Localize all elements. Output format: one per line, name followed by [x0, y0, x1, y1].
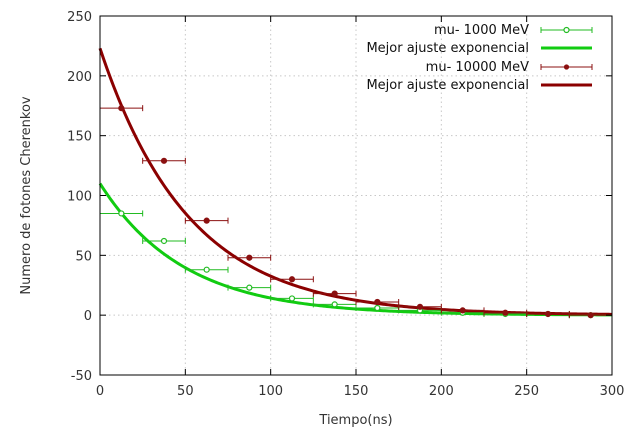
point-marker	[374, 298, 381, 306]
point-layer	[99, 105, 613, 319]
x-tick-label: 0	[96, 384, 104, 399]
point-marker	[118, 210, 125, 217]
data-point	[440, 307, 485, 314]
y-tick-label: 200	[67, 70, 92, 85]
y-tick-label: 250	[67, 10, 92, 25]
data-point	[227, 254, 272, 261]
x-axis-title: Tiempo(ns)	[318, 413, 392, 428]
point-marker	[416, 303, 424, 310]
x-tick-label: 100	[258, 384, 283, 399]
point-marker	[160, 237, 168, 245]
point-marker	[331, 301, 338, 308]
point-marker	[203, 266, 210, 273]
point-marker	[587, 312, 594, 319]
legend-label: mu- 10000 MeV	[426, 60, 529, 75]
point-marker	[203, 217, 210, 224]
x-tick-label: 250	[514, 384, 539, 399]
y-tick-label: 150	[67, 130, 92, 145]
data-point	[270, 276, 314, 283]
legend-marker	[563, 64, 570, 70]
legend-entry: Mejor ajuste exponencial	[366, 78, 592, 93]
legend-marker	[563, 26, 570, 34]
data-point	[355, 298, 400, 306]
data-point	[355, 304, 400, 312]
point-marker	[544, 310, 552, 318]
y-axis-title: Numero de fotones Cherenkov	[19, 96, 34, 295]
legend-entry: Mejor ajuste exponencial	[366, 41, 592, 56]
data-point	[142, 157, 186, 164]
data-point	[184, 217, 229, 224]
tick-layer: 0 50 100 150 200 250 300 -50 0 50 100 150 200 250	[67, 10, 624, 399]
data-point	[227, 284, 272, 291]
point-marker	[246, 254, 253, 261]
point-marker	[288, 276, 296, 283]
y-tick-label: 100	[67, 190, 92, 205]
y-tick-label: -50	[71, 369, 92, 384]
data-point	[142, 237, 186, 245]
legend-label: Mejor ajuste exponencial	[366, 78, 529, 93]
data-point	[270, 295, 314, 302]
data-point	[99, 105, 144, 112]
point-marker	[459, 307, 466, 314]
y-tick-label: 50	[75, 249, 92, 264]
data-point	[99, 210, 144, 217]
data-point	[568, 312, 613, 319]
x-tick-label: 50	[177, 384, 194, 399]
legend-label: mu- 1000 MeV	[434, 23, 529, 38]
legend: mu- 1000 MeV Mejor ajuste exponencial mu- …	[366, 23, 593, 93]
point-marker	[160, 157, 168, 164]
legend-entry: mu- 1000 MeV	[434, 23, 593, 38]
point-marker	[502, 309, 509, 316]
grid-layer	[100, 16, 612, 375]
point-marker	[331, 290, 338, 297]
data-point	[184, 266, 229, 273]
y-tick-label: 0	[84, 309, 92, 324]
point-marker	[246, 284, 253, 291]
x-tick-label: 300	[600, 384, 625, 399]
x-tick-label: 200	[429, 384, 454, 399]
data-point	[312, 290, 357, 297]
legend-label: Mejor ajuste exponencial	[366, 41, 529, 56]
point-marker	[374, 304, 381, 312]
point-marker	[288, 295, 296, 302]
x-tick-label: 150	[344, 384, 369, 399]
data-point	[398, 303, 442, 310]
point-marker	[118, 105, 125, 112]
legend-entry: mu- 10000 MeV	[426, 60, 593, 75]
